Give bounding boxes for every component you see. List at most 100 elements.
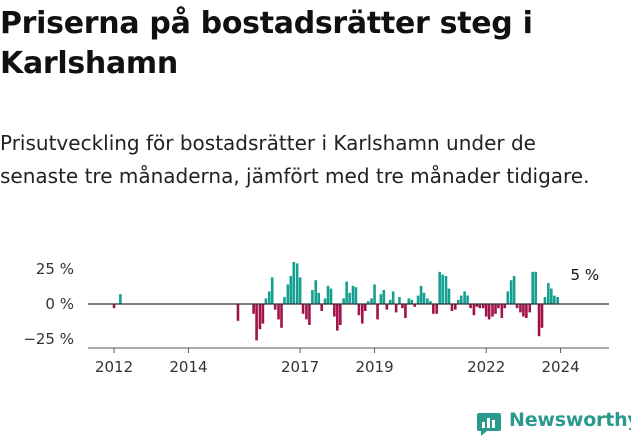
bar <box>394 304 398 313</box>
bar <box>429 301 432 304</box>
bar <box>317 292 321 304</box>
latest-value-annotation: 5 % <box>571 266 600 284</box>
bar <box>379 294 383 304</box>
bar <box>258 304 262 330</box>
bar <box>456 299 460 304</box>
bar <box>295 263 299 304</box>
bar <box>522 304 525 317</box>
newsworthy-logo-icon <box>477 413 501 436</box>
bar <box>432 304 435 314</box>
bar <box>494 304 497 314</box>
bar <box>463 291 466 304</box>
bar <box>515 304 519 309</box>
bar <box>466 295 469 304</box>
bar <box>342 298 345 304</box>
bar <box>236 304 240 321</box>
bar <box>261 304 265 324</box>
bar <box>401 304 404 309</box>
bar <box>441 274 444 304</box>
bar <box>422 292 426 304</box>
bar <box>391 291 395 304</box>
bar <box>450 304 454 311</box>
bar <box>537 304 541 337</box>
bar <box>447 288 451 304</box>
bar <box>301 304 305 314</box>
bar <box>410 299 414 304</box>
bar <box>484 304 488 317</box>
bar <box>531 271 535 304</box>
bar <box>550 288 553 304</box>
bar <box>351 285 355 304</box>
bar <box>336 304 339 331</box>
bar <box>277 304 280 320</box>
bar <box>454 304 457 310</box>
bar <box>469 304 472 309</box>
bar <box>426 298 429 304</box>
bar <box>534 271 537 304</box>
bar <box>252 304 255 314</box>
bar <box>286 284 290 304</box>
bar <box>283 297 286 304</box>
bar <box>360 304 364 324</box>
bar <box>329 288 333 304</box>
bar <box>491 304 494 317</box>
x-tick-label: 2017 <box>281 358 319 376</box>
bar <box>308 304 311 325</box>
bar <box>404 304 407 318</box>
bar <box>543 297 547 304</box>
bar <box>444 276 448 304</box>
bar <box>519 304 522 313</box>
bar <box>363 304 367 311</box>
bar-chart: 25 % 0 % −25 % 2012 2014 2017 2019 2022 2024 5 … <box>23 260 609 376</box>
x-tick-label: 2012 <box>95 358 133 376</box>
bar <box>525 304 528 318</box>
bar <box>373 284 376 304</box>
bar <box>289 276 293 304</box>
bar <box>385 304 389 310</box>
chart-subtitle: Prisutveckling för bostadsrätter i Karls… <box>0 131 590 188</box>
bar <box>323 298 327 304</box>
bar <box>419 285 423 304</box>
bar <box>528 304 532 313</box>
x-axis-ticks: 2012 2014 2017 2019 2022 2024 <box>95 348 580 376</box>
bar <box>547 283 550 304</box>
chart-title: Priserna på bostadsrätter steg i Karlsha… <box>0 6 533 81</box>
bar <box>398 297 401 304</box>
brand-logo: Newsworthy <box>475 407 631 439</box>
bar <box>497 304 500 309</box>
y-tick-label: 25 % <box>36 260 74 278</box>
bar <box>478 304 482 309</box>
bar <box>435 304 438 314</box>
bar <box>345 281 348 304</box>
bar <box>382 290 386 304</box>
bar <box>255 304 258 341</box>
bar <box>552 295 556 304</box>
bar <box>472 304 476 316</box>
bar <box>487 304 491 320</box>
bar <box>475 304 479 307</box>
bar <box>311 290 314 304</box>
bar <box>556 297 559 304</box>
x-tick-label: 2014 <box>169 358 207 376</box>
bar <box>481 304 485 309</box>
bar <box>506 291 510 304</box>
bar <box>267 291 271 304</box>
bar <box>370 298 373 304</box>
bar <box>366 301 370 304</box>
bars-group <box>112 262 559 341</box>
bar <box>292 262 296 304</box>
bar <box>348 292 351 304</box>
x-tick-label: 2019 <box>355 358 393 376</box>
bar <box>388 299 392 304</box>
bar <box>326 285 330 304</box>
bar <box>416 295 420 304</box>
bar <box>438 271 441 304</box>
bar <box>512 276 516 304</box>
x-tick-label: 2024 <box>542 358 580 376</box>
brand-name: Newsworthy <box>509 409 631 431</box>
y-tick-label: −25 % <box>23 330 74 348</box>
bar <box>264 298 268 304</box>
bar <box>270 277 274 304</box>
bar <box>314 280 318 304</box>
bar <box>540 304 544 328</box>
